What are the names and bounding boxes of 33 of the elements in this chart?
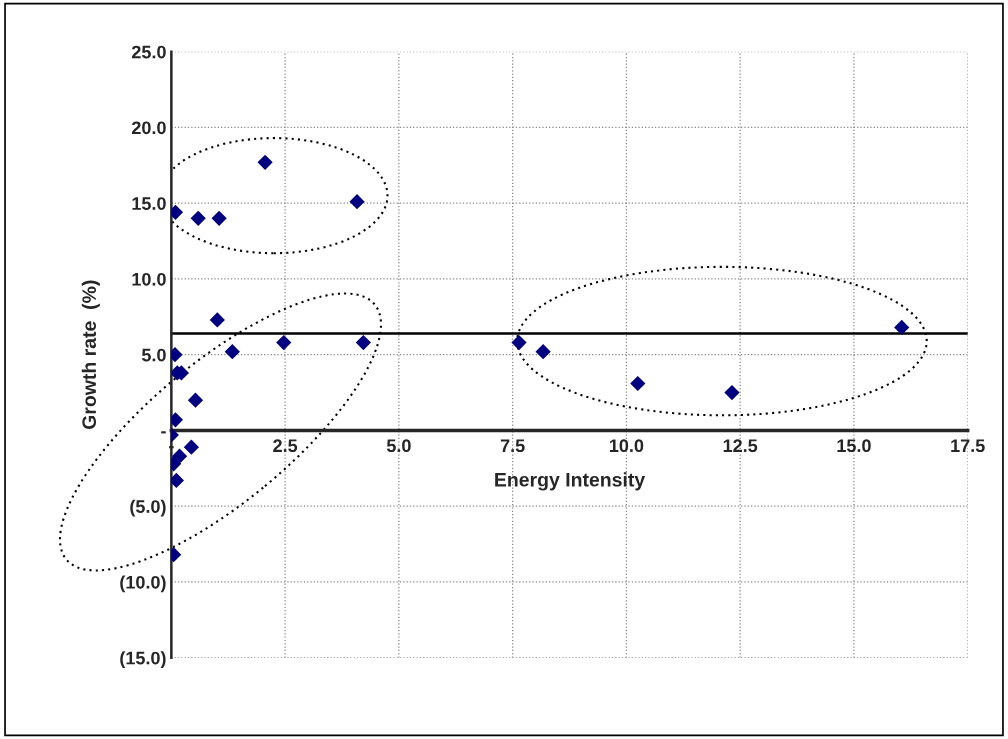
x-tick-label: 12.5 (723, 439, 758, 453)
point (190, 210, 206, 226)
point (211, 210, 227, 226)
x-tick-label: 17.5 (951, 439, 985, 453)
y-tick-label: (15.0) (120, 651, 166, 668)
x-tick-label: 2.5 (273, 439, 298, 453)
y-tick-label: (10.0) (120, 575, 166, 593)
point (894, 319, 910, 336)
point (630, 375, 646, 392)
y-tick-label: 25.0 (131, 45, 166, 59)
y-tick-label: (5.0) (130, 499, 166, 517)
point (209, 312, 225, 328)
x-tick-label: 7.5 (500, 439, 525, 453)
point (257, 154, 273, 170)
x-axis-title: Energy Intensity (495, 472, 646, 491)
y-tick-label: 10.0 (132, 272, 166, 286)
point (511, 334, 527, 351)
point (349, 194, 365, 210)
y-tick-label: 20.0 (131, 121, 166, 135)
point (276, 334, 292, 351)
x-tick-label: 15.0 (837, 439, 871, 453)
y-tick-label: - (161, 431, 166, 434)
y-tick-label: 5.0 (141, 348, 166, 362)
point (187, 392, 204, 408)
x-tick-label: 5.0 (386, 439, 411, 453)
point (183, 439, 199, 455)
y-tick-label: 15.0 (132, 197, 166, 210)
x-tick-label: 10.0 (609, 439, 644, 453)
point (224, 344, 240, 360)
point (724, 384, 740, 401)
y-axis-title: Growth rate (%) (81, 280, 100, 429)
point (355, 334, 371, 351)
point (535, 344, 551, 360)
